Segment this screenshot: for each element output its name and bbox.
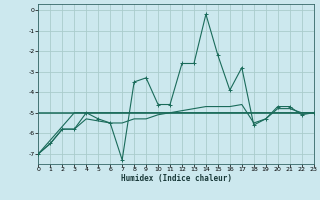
X-axis label: Humidex (Indice chaleur): Humidex (Indice chaleur): [121, 174, 231, 183]
